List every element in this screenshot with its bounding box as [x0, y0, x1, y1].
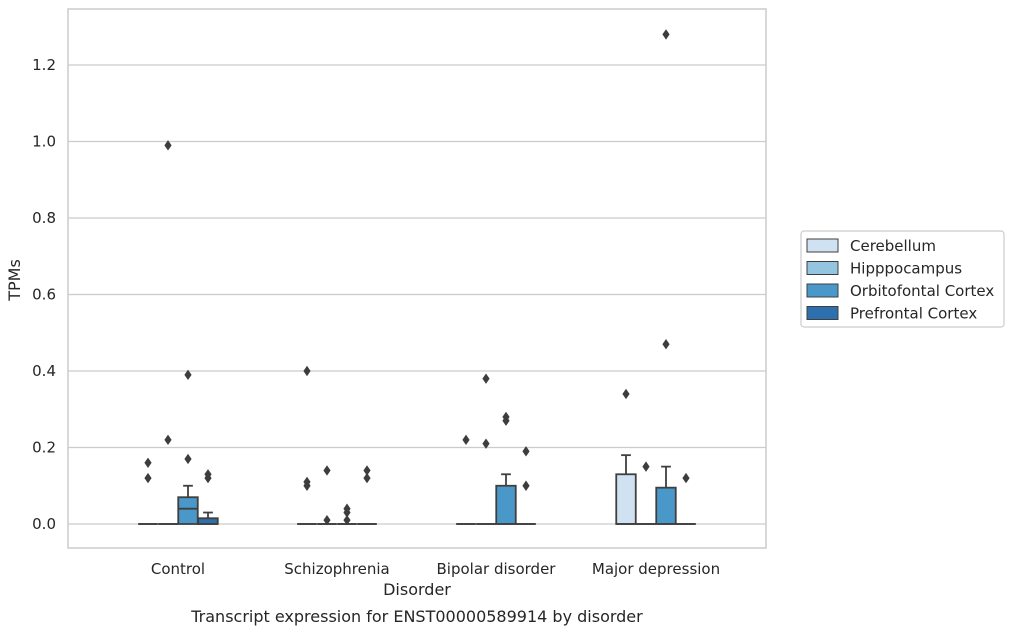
- outlier-point: [164, 434, 172, 446]
- outlier-point: [363, 465, 371, 476]
- box-body: [495, 484, 517, 525]
- box-orbitofontal-cortex: [177, 484, 199, 525]
- plot-frame: [67, 8, 767, 549]
- gridlines: [68, 64, 766, 525]
- outlier-point: [323, 465, 331, 476]
- outlier-point: [343, 514, 351, 526]
- box-body: [615, 473, 637, 525]
- x-tick-label: Major depression: [592, 560, 720, 578]
- outlier-point: [642, 461, 650, 472]
- chart-caption: Transcript expression for ENST0000058991…: [190, 607, 643, 626]
- boxes: [138, 454, 696, 525]
- legend-frame: [800, 230, 1005, 328]
- outlier-point: [184, 369, 192, 381]
- outlier-point: [622, 388, 630, 400]
- legend-label: Prefrontal Cortex: [850, 305, 977, 323]
- outlier-point: [482, 438, 490, 449]
- outlier-point: [522, 480, 530, 491]
- y-tick-label: 0.0: [32, 515, 56, 533]
- box-body: [177, 496, 199, 525]
- y-tick-labels: 0.0 0.2 0.4 0.6 0.8 1.0 1.2: [32, 56, 56, 533]
- legend-swatch: [806, 283, 839, 298]
- outlier-point: [204, 469, 212, 480]
- y-tick-label: 1.0: [32, 133, 56, 151]
- outlier-point: [482, 373, 490, 384]
- outliers: [144, 29, 690, 526]
- legend-label: Hipppocampus: [850, 260, 962, 278]
- outlier-point: [662, 339, 670, 350]
- box-prefrontal-cortex: [197, 511, 219, 525]
- outlier-point: [144, 457, 152, 468]
- y-tick-label: 0.2: [32, 439, 56, 457]
- outlier-point: [323, 514, 331, 526]
- legend: Cerebellum Hipppocampus Orbitofontal Corte…: [800, 230, 1005, 328]
- y-tick-label: 0.4: [32, 362, 56, 380]
- y-tick-label: 0.6: [32, 286, 56, 304]
- legend-swatch: [806, 238, 839, 253]
- box-body: [655, 486, 677, 525]
- legend-label: Cerebellum: [850, 237, 936, 255]
- outlier-point: [303, 476, 311, 488]
- outlier-point: [303, 365, 311, 377]
- legend-label: Orbitofontal Cortex: [850, 282, 994, 300]
- x-axis-label: Disorder: [383, 580, 451, 599]
- outlier-point: [363, 472, 371, 484]
- legend-swatch: [806, 306, 839, 320]
- outlier-point: [662, 29, 670, 40]
- x-tick-labels: Control Schizophrenia Bipolar disorder Majo…: [151, 560, 720, 578]
- y-axis-label: TPMs: [5, 259, 24, 302]
- outlier-point: [502, 411, 510, 423]
- outlier-point: [184, 453, 192, 465]
- legend-swatch: [806, 261, 839, 275]
- y-tick-label: 0.8: [32, 209, 56, 227]
- outlier-point: [343, 503, 351, 514]
- outlier-point: [164, 140, 172, 151]
- box-orbitofontal-cortex: [495, 473, 517, 525]
- box-cerebellum: [615, 454, 637, 525]
- x-tick-label: Schizophrenia: [284, 560, 389, 578]
- outlier-point: [682, 472, 690, 484]
- outlier-point: [144, 472, 152, 484]
- outlier-point: [462, 434, 470, 446]
- x-tick-label: Bipolar disorder: [437, 560, 557, 578]
- x-tick-label: Control: [151, 560, 205, 578]
- y-tick-label: 1.2: [32, 56, 56, 74]
- box-orbitofontal-cortex: [655, 465, 677, 525]
- outlier-point: [522, 446, 530, 457]
